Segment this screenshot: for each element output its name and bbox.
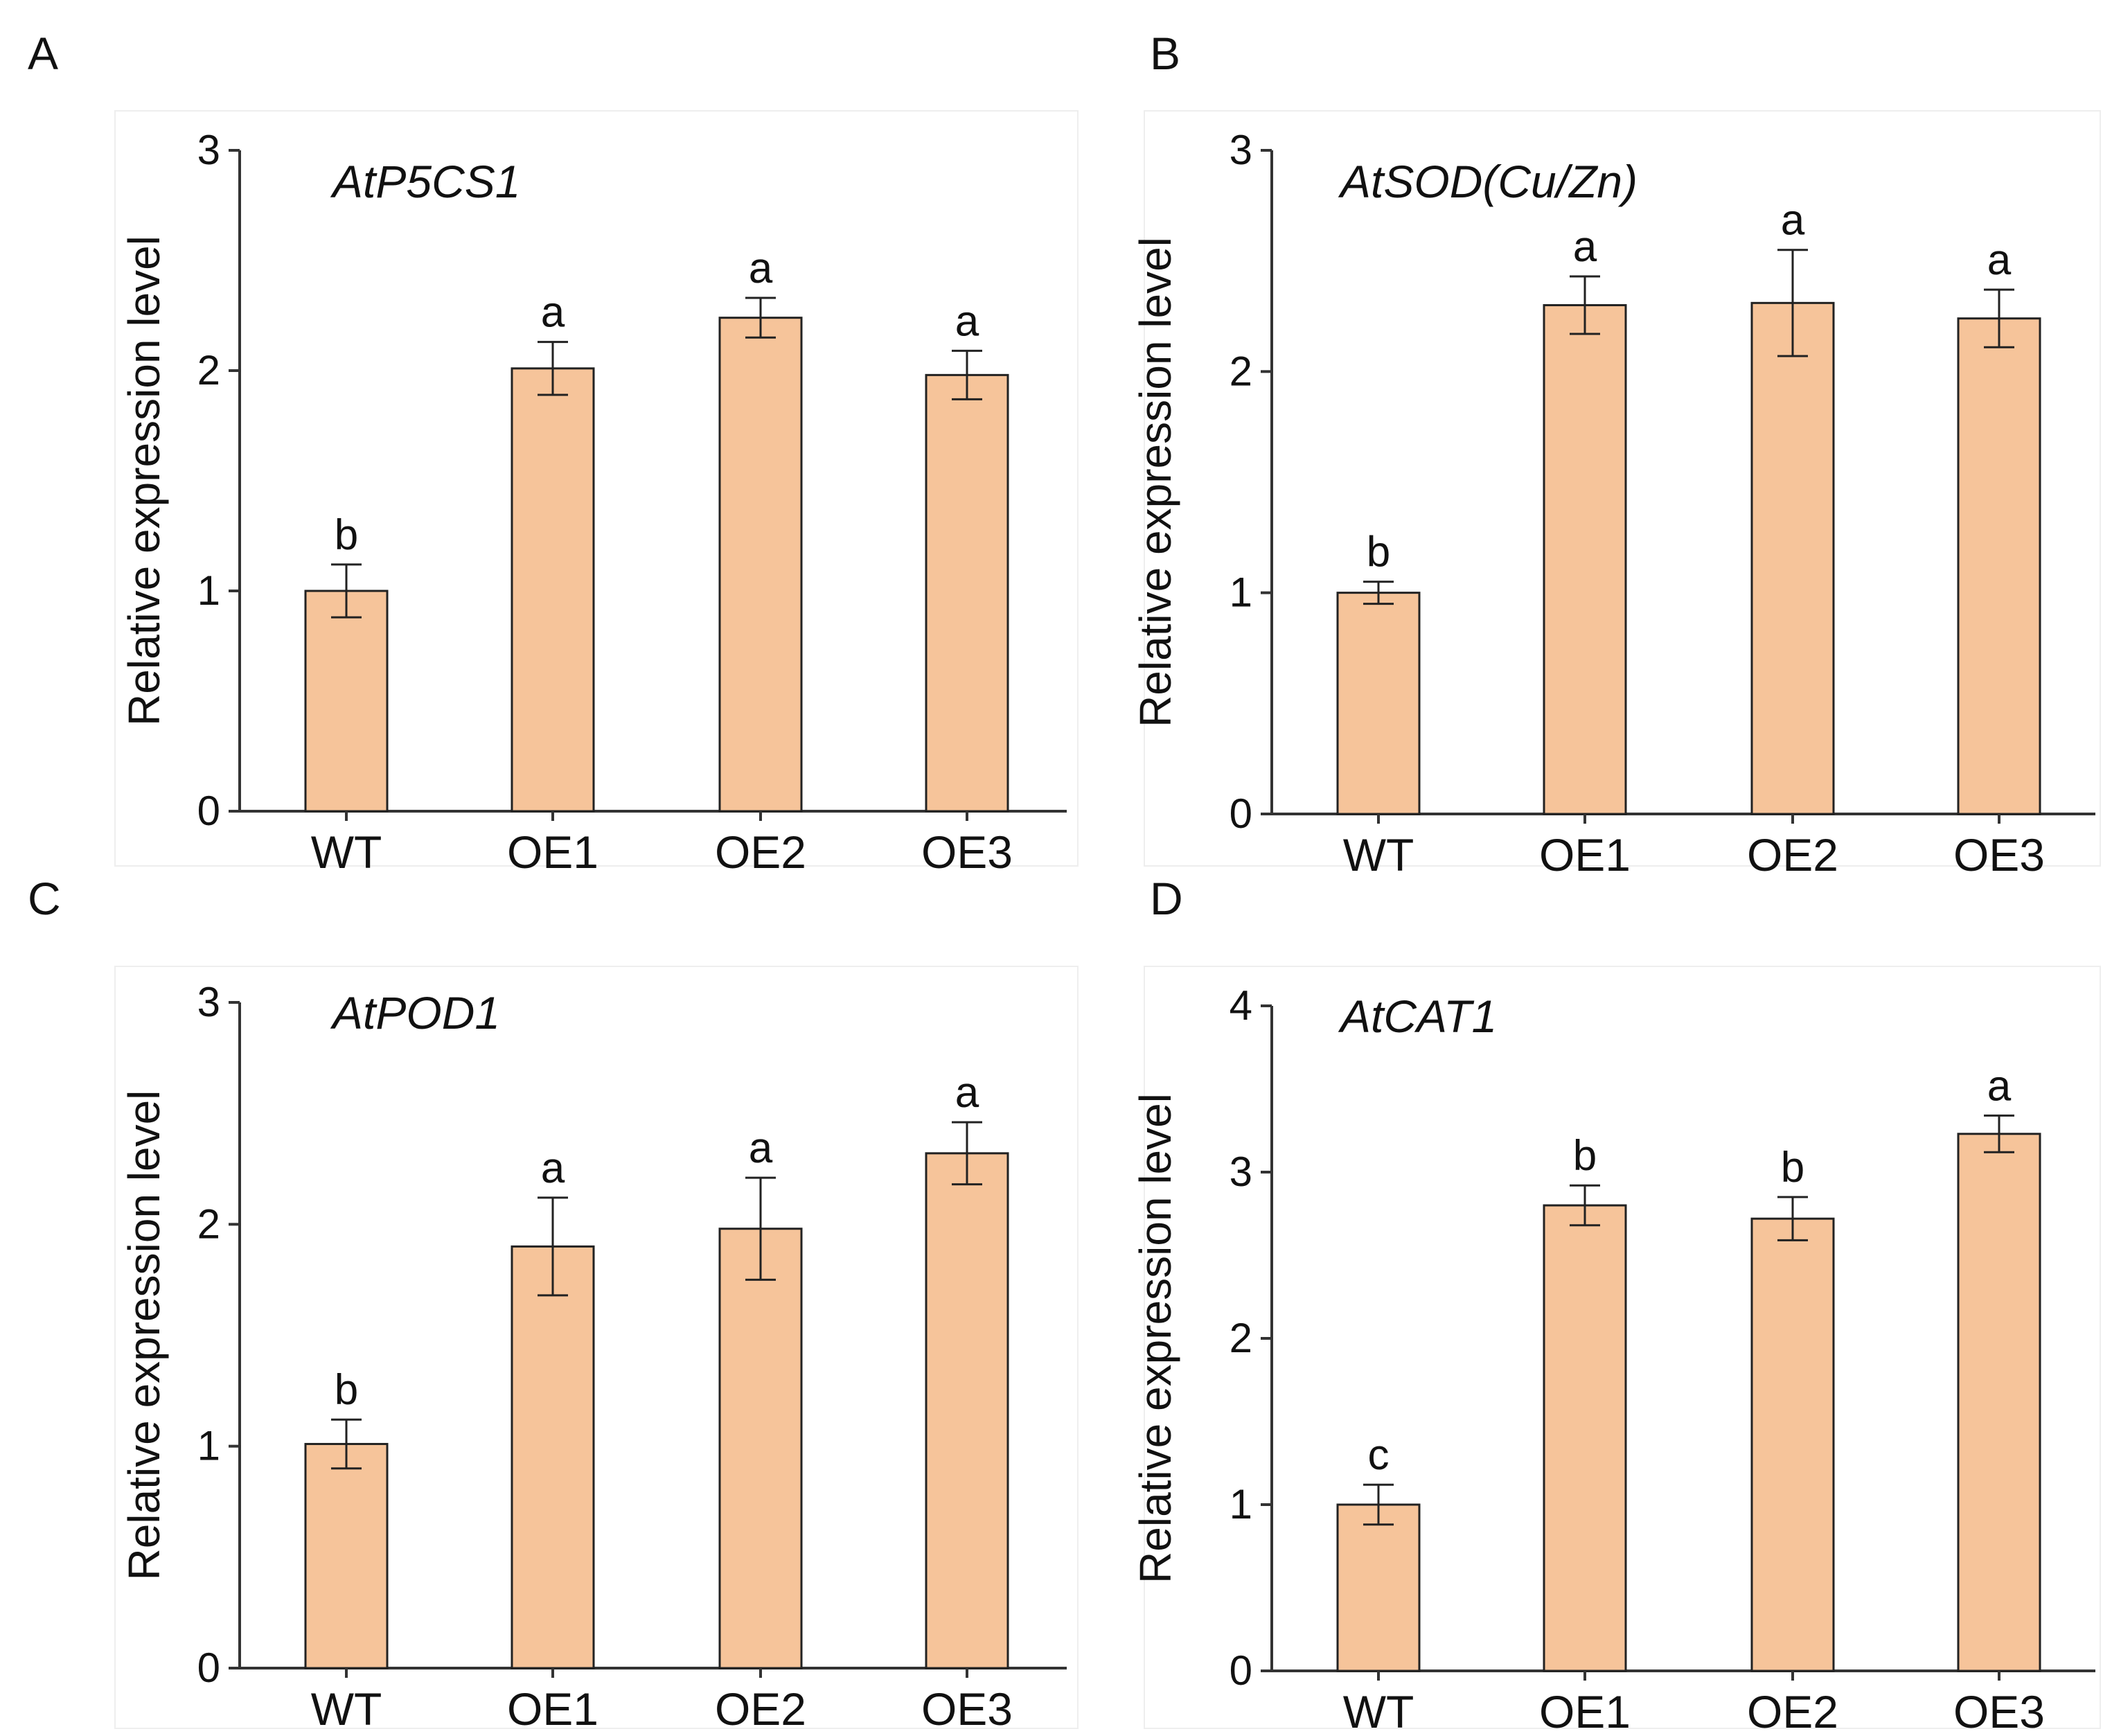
significance-letter: a: [1987, 1062, 2012, 1110]
bar: [1750, 301, 1835, 815]
y-tick-label: 0: [1230, 1647, 1252, 1694]
significance-letter: a: [1781, 197, 1805, 245]
y-tick-label: 3: [1230, 1149, 1252, 1195]
y-tick-label: 3: [197, 979, 220, 1025]
bar: [1543, 304, 1627, 815]
y-tick-label: 2: [197, 347, 220, 393]
bar: [1543, 1204, 1627, 1672]
significance-letter: a: [955, 297, 979, 345]
bar: [718, 1228, 803, 1669]
x-tick-label: OE1: [507, 1683, 598, 1735]
x-tick-label: OE2: [1747, 1686, 1838, 1736]
significance-letter: b: [335, 1366, 358, 1414]
y-axis-label: Relative expression level: [119, 1090, 169, 1581]
x-tick-label: OE1: [1539, 1686, 1631, 1736]
y-axis-label: Relative expression level: [1130, 1093, 1180, 1584]
x-tick-label: WT: [311, 1683, 382, 1735]
bar: [511, 1245, 595, 1669]
x-tick-label: WT: [311, 826, 382, 878]
x-tick-label: OE3: [1953, 829, 2045, 880]
y-tick-label: 3: [1230, 127, 1252, 173]
significance-letter: a: [1573, 223, 1597, 271]
panel-letter: C: [28, 873, 61, 924]
panel-frame: [1144, 110, 2101, 867]
significance-letter: a: [955, 1069, 979, 1117]
panel-letter: A: [28, 28, 58, 79]
chart-title: AtP5CS1: [330, 156, 520, 207]
x-tick-label: OE1: [1539, 829, 1631, 880]
panel-a: A 0 1 2 3 Relative expression level AtP5CS1 b WT…: [28, 28, 1079, 878]
bar: [925, 1152, 1009, 1669]
chart-title: AtSOD(Cu/Zn): [1338, 156, 1638, 207]
x-tick-label: OE1: [507, 826, 598, 878]
panel-letter: B: [1150, 28, 1180, 79]
panel-frame: [114, 110, 1079, 867]
significance-letter: b: [1573, 1132, 1597, 1180]
significance-letter: b: [335, 511, 358, 559]
y-tick-label: 3: [197, 127, 220, 173]
bar: [1957, 1133, 2041, 1672]
x-tick-label: OE2: [715, 826, 806, 878]
bar: [1750, 1217, 1835, 1672]
y-tick-label: 0: [1230, 790, 1252, 837]
y-axis-label: Relative expression level: [1130, 237, 1180, 727]
panel-d: D 0 1 2 3 4 Relative expression level AtCAT1 c WT…: [1130, 873, 2101, 1736]
significance-letter: a: [541, 1144, 565, 1192]
significance-letter: b: [1781, 1144, 1804, 1192]
significance-letter: a: [749, 245, 773, 292]
y-tick-label: 1: [197, 1423, 220, 1469]
x-tick-label: OE3: [921, 826, 1013, 878]
bar: [1336, 1503, 1421, 1672]
bar: [511, 367, 595, 813]
x-tick-label: WT: [1343, 1686, 1414, 1736]
x-tick-label: OE2: [715, 1683, 806, 1735]
x-tick-label: OE3: [1953, 1686, 2045, 1736]
y-tick-label: 1: [1230, 1481, 1252, 1527]
y-axis-label: Relative expression level: [119, 236, 169, 726]
bar: [1336, 592, 1421, 815]
y-tick-label: 2: [197, 1201, 220, 1247]
x-tick-label: OE3: [921, 1683, 1013, 1735]
y-tick-label: 4: [1230, 982, 1252, 1029]
chart-title: AtCAT1: [1338, 991, 1497, 1042]
panel-letter: D: [1150, 873, 1183, 924]
y-tick-label: 2: [1230, 1315, 1252, 1361]
y-tick-label: 2: [1230, 348, 1252, 394]
panel-frame: [114, 966, 1079, 1729]
significance-letter: a: [541, 289, 565, 337]
significance-letter: a: [749, 1124, 773, 1172]
bar: [718, 317, 803, 813]
panel-frame: [1144, 966, 2101, 1729]
x-tick-label: OE2: [1747, 829, 1838, 880]
x-tick-label: WT: [1343, 829, 1414, 880]
bar: [304, 1442, 389, 1669]
y-tick-label: 0: [197, 1645, 220, 1691]
y-tick-label: 1: [197, 567, 220, 614]
bar: [1957, 317, 2041, 815]
significance-letter: c: [1368, 1431, 1390, 1479]
y-tick-label: 1: [1230, 569, 1252, 616]
panel-b: B 0 1 2 3 Relative expression level AtSOD(Cu/Z…: [1130, 28, 2101, 880]
chart-title: AtPOD1: [330, 987, 500, 1038]
y-tick-label: 0: [197, 788, 220, 834]
significance-letter: a: [1987, 236, 2012, 284]
bar: [925, 373, 1009, 813]
significance-letter: b: [1367, 529, 1390, 576]
panel-c: C 0 1 2 3 Relative expression level AtPOD1 b WT a…: [28, 873, 1079, 1735]
bar: [304, 590, 389, 813]
